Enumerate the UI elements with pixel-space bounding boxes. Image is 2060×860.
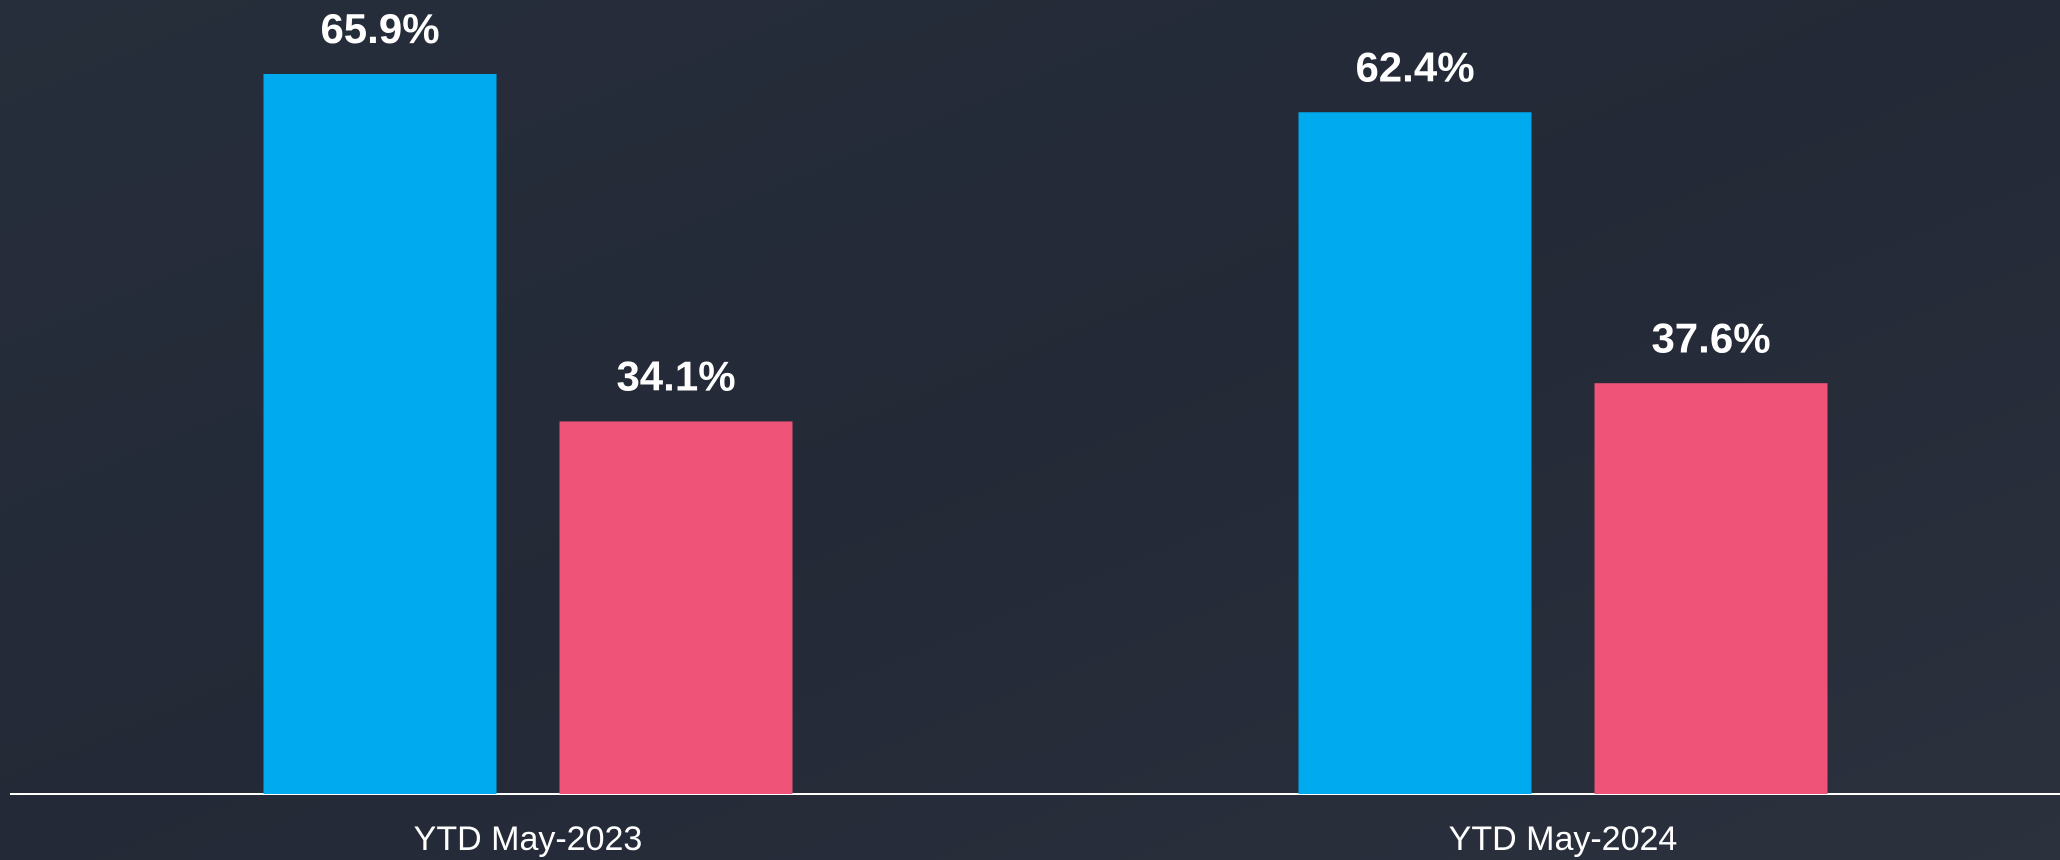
bar [264, 74, 497, 794]
value-label: 37.6% [1651, 314, 1770, 361]
value-label: 34.1% [616, 353, 735, 400]
chart: YTD May-2023 65.9% 34.1% YTD May-2024 62.4% 3… [0, 0, 2060, 860]
x-tick-label: YTD May-2024 [1449, 820, 1678, 858]
value-label: 62.4% [1355, 43, 1474, 90]
page: YTD May-2023 65.9% 34.1% YTD May-2024 62.4% 3… [0, 0, 2060, 860]
value-label: 65.9% [320, 5, 439, 52]
bar [1299, 112, 1532, 794]
x-tick-label: YTD May-2023 [414, 820, 643, 858]
bar [1595, 383, 1828, 794]
bar [560, 421, 793, 794]
